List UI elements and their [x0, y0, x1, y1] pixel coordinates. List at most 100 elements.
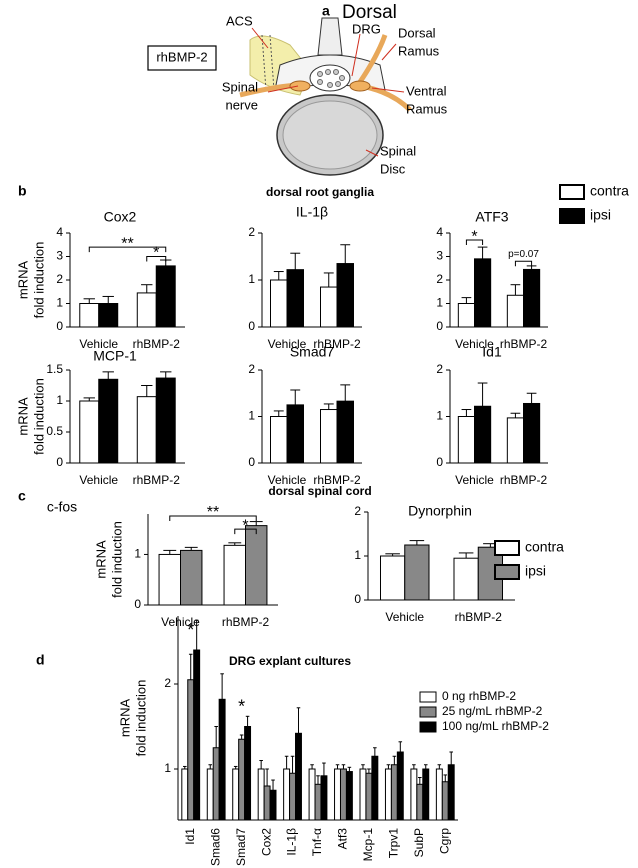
y-axis-label: mRNA — [15, 261, 30, 300]
bar — [339, 768, 347, 821]
bar — [232, 768, 240, 821]
bar — [404, 544, 430, 601]
x-tick-label: Vehicle — [385, 610, 424, 624]
panel-label: c — [18, 488, 26, 504]
bar — [441, 781, 449, 821]
bar — [238, 738, 246, 821]
y-tick-label: 4 — [56, 225, 63, 239]
y-tick-label: 2 — [354, 504, 361, 518]
legend-swatch — [559, 184, 585, 200]
bar — [345, 771, 353, 821]
bar — [359, 768, 367, 821]
chart-title: IL-1β — [296, 204, 328, 220]
x-tick-label: rhBMP-2 — [133, 337, 181, 351]
bar — [396, 751, 404, 821]
y-tick-label: 2 — [248, 362, 255, 376]
x-tick-label: Vehicle — [268, 337, 307, 351]
legend-label: contra — [590, 183, 629, 199]
x-tick-label: Vehicle — [161, 615, 200, 629]
x-tick-label: Vehicle — [455, 337, 494, 351]
significance-label: p=0.07 — [508, 249, 539, 260]
x-tick-label: Trpv1 — [387, 828, 401, 859]
x-tick-label: rhBMP-2 — [313, 337, 361, 351]
y-tick-label: 0 — [134, 597, 141, 611]
bar — [270, 279, 288, 328]
bar — [453, 557, 479, 601]
y-axis-label: mRNA — [93, 540, 108, 579]
x-tick-label: rhBMP-2 — [500, 337, 548, 351]
x-tick-label: Smad6 — [208, 828, 222, 866]
bar — [334, 768, 341, 821]
y-tick-label: 0.5 — [46, 424, 63, 438]
bar — [155, 265, 176, 328]
bar — [257, 768, 265, 821]
bar — [245, 525, 268, 606]
significance-bracket — [169, 515, 257, 522]
rhbmp-box — [147, 45, 217, 71]
legend-swatch — [419, 706, 437, 718]
bar — [283, 768, 291, 821]
bar — [180, 549, 203, 606]
bar — [98, 378, 119, 464]
x-tick-label: rhBMP-2 — [313, 473, 361, 487]
bar — [289, 772, 297, 821]
significance-bracket — [234, 528, 257, 535]
bar — [286, 404, 304, 464]
y-tick-label: 1 — [56, 393, 63, 407]
bar — [193, 649, 201, 821]
x-tick-label: Id1 — [183, 828, 197, 845]
callout-label: Ramus — [406, 101, 448, 116]
y-tick-label: 2 — [56, 272, 63, 286]
bar — [371, 755, 379, 821]
bar — [270, 416, 288, 464]
x-tick-label: Smad7 — [234, 828, 248, 866]
significance-label: * — [238, 697, 245, 717]
legend-label: contra — [525, 539, 564, 555]
bar — [308, 768, 316, 821]
x-tick-label: rhBMP-2 — [500, 473, 548, 487]
bar — [158, 553, 182, 606]
bar — [474, 258, 492, 328]
callout-label: Spinal — [222, 79, 258, 94]
y-tick-label: 0 — [248, 319, 255, 333]
section-title: DRG explant cultures — [229, 654, 351, 668]
x-tick-label: Vehicle — [79, 473, 118, 487]
bar — [390, 764, 398, 821]
legend-swatch — [494, 540, 520, 556]
y-tick-label: 3 — [436, 249, 443, 263]
significance-bracket — [465, 239, 484, 246]
bar — [181, 768, 189, 821]
bar — [223, 544, 247, 606]
box-label: rhBMP-2 — [156, 49, 207, 64]
legend-label: 25 ng/mL rhBMP-2 — [442, 704, 543, 718]
significance-label: ** — [207, 504, 219, 521]
y-tick-label: 0 — [354, 592, 361, 606]
bar — [244, 726, 252, 821]
y-tick-label: 1.5 — [46, 362, 63, 376]
significance-label: * — [471, 228, 477, 245]
legend-label: ipsi — [590, 207, 611, 223]
bar — [136, 292, 157, 328]
legend-label: 100 ng/mL rhBMP-2 — [442, 719, 549, 733]
callout-label: Disc — [380, 161, 406, 176]
callout-label: Spinal — [380, 143, 416, 158]
chart-title: ATF3 — [475, 209, 508, 225]
bar — [295, 732, 302, 821]
significance-label: * — [153, 245, 159, 262]
chart-title: Dynorphin — [408, 503, 472, 519]
y-tick-label: 1 — [436, 409, 443, 423]
legend-swatch — [494, 564, 520, 580]
x-tick-label: rhBMP-2 — [455, 610, 503, 624]
y-axis-label: fold induction — [31, 378, 46, 455]
y-tick-label: 4 — [436, 225, 443, 239]
bar — [155, 377, 176, 464]
x-tick-label: SubP — [412, 828, 426, 857]
x-tick-label: Atf3 — [336, 828, 350, 850]
bar — [457, 416, 475, 464]
x-tick-label: Vehicle — [79, 337, 118, 351]
y-axis-label: mRNA — [15, 397, 30, 436]
x-tick-label: Vehicle — [455, 473, 494, 487]
bar — [365, 772, 373, 821]
legend-swatch — [559, 208, 585, 224]
